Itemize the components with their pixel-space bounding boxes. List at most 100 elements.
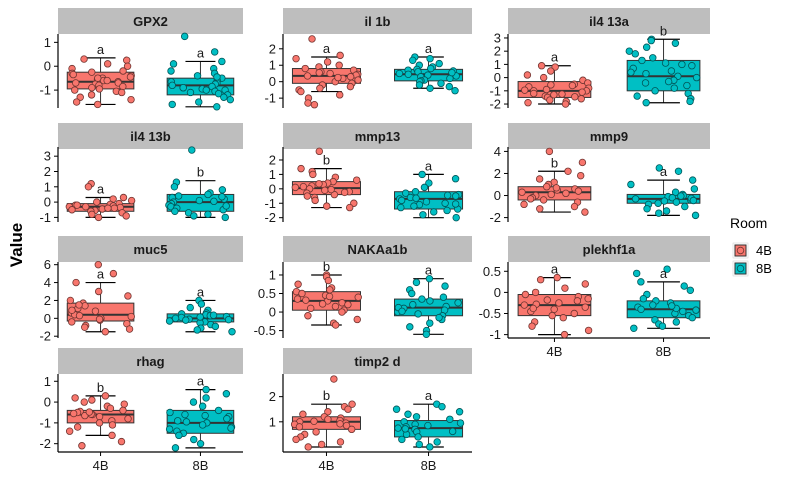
point-il4-13a-4b (577, 95, 585, 103)
facet-strip-mmp13 (283, 123, 472, 149)
point-mmp13-8b (397, 203, 405, 212)
point-il4-13b-4b (94, 213, 103, 222)
point-gpx2-8b (180, 32, 189, 41)
point-mmp13-8b (451, 175, 460, 183)
point-rhag-8b (202, 385, 210, 394)
y-tick-label-il4-13a: -2 (489, 97, 501, 112)
point-il-1b-4b (354, 76, 362, 84)
point-plekhf1a-4b (548, 311, 556, 320)
point-gpx2-8b (218, 57, 226, 66)
point-il-1b-4b (336, 91, 344, 99)
point-il-1b-8b (448, 68, 456, 77)
point-timp2-d-4b (344, 405, 352, 413)
point-mmp13-4b (315, 147, 324, 156)
sig-letter-il4-13b-4b: a (97, 182, 105, 197)
point-muc5-4b (81, 323, 89, 331)
point-rhag-4b (120, 400, 128, 408)
point-timp2-d-8b (438, 403, 446, 411)
point-gpx2-4b (71, 86, 79, 94)
point-il4-13b-8b (222, 202, 230, 210)
point-rhag-8b (202, 394, 210, 402)
point-gpx2-4b (93, 100, 102, 109)
facet-strip-il4-13b (58, 123, 243, 149)
point-muc5-8b (209, 311, 218, 319)
point-plekhf1a-4b (520, 301, 529, 309)
point-il4-13a-4b (537, 62, 546, 70)
point-nakaa1b-4b (324, 276, 333, 285)
point-il4-13a-4b (568, 81, 577, 90)
y-tick-label-plekhf1a: -1 (489, 327, 501, 342)
point-plekhf1a-4b (553, 273, 561, 282)
point-il-1b-4b (336, 51, 344, 60)
point-plekhf1a-4b (561, 284, 569, 292)
point-nakaa1b-4b (325, 292, 334, 301)
y-tick-label-il4-13b: 0 (44, 195, 51, 210)
point-timp2-d-4b (336, 420, 344, 428)
point-gpx2-8b (169, 60, 178, 68)
y-tick-label-muc5: -2 (39, 329, 51, 344)
point-timp2-d-8b (394, 424, 402, 432)
y-tick-label-nakaa1b: -0.5 (254, 323, 276, 338)
point-gpx2-8b (220, 93, 228, 101)
y-tick-label-il4-13b: 1 (44, 179, 51, 194)
y-tick-label-mmp13: -2 (264, 210, 276, 225)
sig-letter-nakaa1b-8b: a (425, 263, 433, 278)
point-rhag-8b (190, 435, 198, 444)
point-nakaa1b-8b (409, 300, 417, 309)
point-il4-13a-8b (649, 54, 657, 62)
facet-strip-muc5 (58, 236, 243, 262)
sig-letter-rhag-8b: a (197, 374, 205, 389)
y-tick-label-nakaa1b: 0.5 (258, 286, 276, 301)
point-timp2-d-8b (414, 433, 422, 441)
point-il-1b-4b (316, 84, 324, 92)
point-mmp9-4b (518, 188, 526, 196)
point-muc5-8b (196, 313, 204, 321)
facet-title-mmp9: mmp9 (590, 129, 628, 144)
point-mmp9-4b (520, 200, 528, 209)
point-mmp13-8b (443, 206, 451, 215)
legend-label-4b: 4B (756, 243, 772, 258)
point-rhag-8b (171, 444, 180, 452)
point-mmp9-8b (690, 185, 699, 193)
point-timp2-d-4b (310, 417, 318, 426)
point-muc5-4b (124, 292, 132, 300)
point-timp2-d-4b (317, 440, 326, 449)
point-muc5-4b (91, 307, 100, 315)
sig-letter-mmp13-8b: a (425, 158, 433, 173)
sig-letter-plekhf1a-8b: a (660, 266, 668, 281)
point-il4-13a-8b (670, 84, 678, 92)
point-muc5-4b (68, 306, 76, 314)
facet-nakaa1b: NAKAa1b -0.5 0 0.5 1 b a (254, 236, 472, 338)
point-mmp13-8b (443, 191, 452, 200)
point-mmp13-4b (309, 170, 317, 179)
point-mmp13-8b (412, 194, 420, 202)
point-timp2-d-8b (392, 405, 401, 413)
point-mmp9-8b (627, 180, 635, 189)
point-il4-13b-4b (68, 206, 76, 214)
legend-point-4b (736, 246, 745, 255)
point-il4-13a-4b (521, 86, 529, 94)
point-il-1b-4b (323, 58, 332, 66)
facet-title-muc5: muc5 (134, 242, 168, 257)
point-mmp13-8b (419, 211, 427, 219)
point-nakaa1b-4b (353, 315, 361, 324)
point-gpx2-4b (126, 73, 135, 81)
point-nakaa1b-4b (307, 304, 315, 313)
point-il4-13b-8b (204, 210, 212, 219)
point-plekhf1a-8b (639, 295, 648, 303)
point-nakaa1b-8b (439, 293, 448, 301)
point-il4-13a-4b (524, 99, 532, 107)
y-tick-label-il4-13a: 1 (494, 57, 501, 72)
point-mmp13-8b (441, 199, 449, 207)
point-plekhf1a-4b (536, 276, 545, 284)
point-muc5-8b (211, 322, 220, 331)
point-mmp9-4b (574, 187, 583, 195)
point-mmp9-8b (681, 202, 689, 211)
point-timp2-d-8b (446, 415, 454, 423)
point-mmp13-8b (425, 179, 433, 187)
point-gpx2-8b (202, 86, 210, 94)
facet-strip-timp2-d (283, 348, 472, 374)
point-rhag-8b (189, 398, 198, 406)
point-il4-13a-8b (627, 68, 635, 77)
